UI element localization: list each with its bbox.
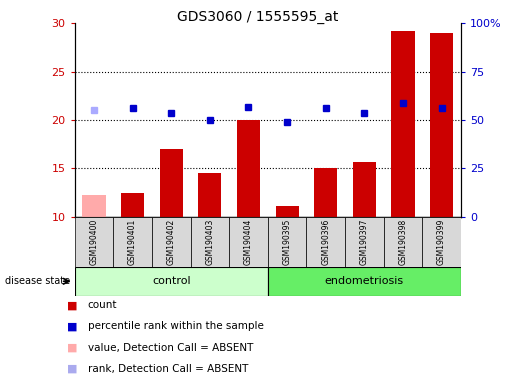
Bar [237,120,260,217]
Bar [276,206,299,217]
Bar [353,162,376,217]
Bar [160,149,183,217]
Bar [268,217,306,267]
Text: GSM190400: GSM190400 [90,219,98,265]
Bar [229,217,268,267]
Text: value, Detection Call = ABSENT: value, Detection Call = ABSENT [88,343,253,353]
Text: ■: ■ [67,343,77,353]
Text: count: count [88,300,117,310]
Text: ■: ■ [67,321,77,331]
Bar [82,195,106,217]
Bar [314,169,337,217]
Bar [422,217,461,267]
Text: control: control [152,276,191,286]
Text: GSM190399: GSM190399 [437,219,446,265]
Bar [430,33,453,217]
Text: GSM190402: GSM190402 [167,219,176,265]
Bar [75,217,113,267]
Bar [268,267,461,296]
Text: GSM190397: GSM190397 [360,219,369,265]
Bar [391,31,415,217]
Text: GSM190395: GSM190395 [283,219,291,265]
Text: disease state: disease state [5,276,70,286]
Bar [198,173,221,217]
Text: rank, Detection Call = ABSENT: rank, Detection Call = ABSENT [88,364,248,374]
Text: GDS3060 / 1555595_at: GDS3060 / 1555595_at [177,10,338,23]
Text: GSM190403: GSM190403 [205,219,214,265]
Bar [121,193,144,217]
Bar [75,267,268,296]
Text: percentile rank within the sample: percentile rank within the sample [88,321,264,331]
Text: endometriosis: endometriosis [325,276,404,286]
Text: GSM190404: GSM190404 [244,219,253,265]
Bar [152,217,191,267]
Bar [191,217,229,267]
Text: GSM190401: GSM190401 [128,219,137,265]
Text: ■: ■ [67,300,77,310]
Bar [345,217,384,267]
Text: GSM190398: GSM190398 [399,219,407,265]
Bar [113,217,152,267]
Bar [384,217,422,267]
Bar [306,217,345,267]
Text: ■: ■ [67,364,77,374]
Text: GSM190396: GSM190396 [321,219,330,265]
